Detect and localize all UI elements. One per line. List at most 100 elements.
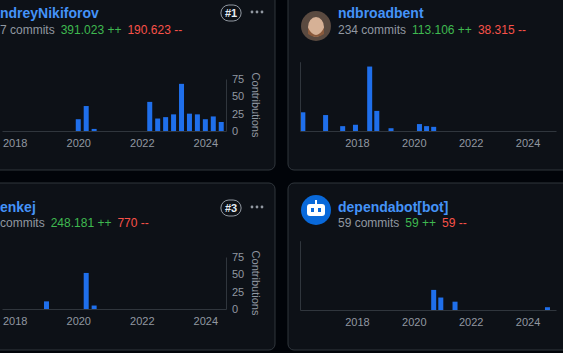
card-frame [288,183,563,350]
contributor-card: dependabot[bot]59 commits59 ++59 --20182… [288,183,563,350]
x-tick-label: 2022 [459,137,483,149]
bot-eye [318,208,321,212]
commit-count: 59 commits [338,216,399,230]
bar [545,307,550,310]
x-tick-label: 2024 [194,137,218,149]
bar [155,119,160,131]
additions: 391.023 ++ [61,23,122,37]
bar [340,126,345,131]
x-axis: 2018202020222024 [3,131,227,149]
x-tick: 2018 [345,310,369,328]
x-tick: 2018 [345,131,369,149]
y-tick: 0 [226,303,238,315]
rank-label: #1 [225,7,237,19]
y-tick-label: 25 [232,286,244,298]
bar [163,117,168,131]
card-frame [0,183,275,350]
bar [92,306,97,309]
card-frame [288,0,563,170]
bar [187,114,192,131]
x-axis-line [3,309,227,310]
avatar-bg [301,195,331,225]
x-tick-label: 2024 [194,315,218,327]
commit-count: 7 commits [0,23,55,37]
additions: 113.106 ++ [412,23,472,37]
y-axis-title: Contributions [250,73,262,138]
bar [179,84,184,131]
x-tick-label: 2024 [516,137,540,149]
bar [300,112,305,131]
bar [219,122,224,131]
commit-count: commits [0,216,45,230]
y-axis: 0255075 [226,73,244,137]
bot-eye [311,208,314,212]
menu-dot [251,11,254,14]
avatar-beard [308,28,324,37]
deletions: 770 -- [117,216,148,230]
y-tick-label: 75 [232,73,244,85]
bar [389,128,394,131]
y-tick-label: 0 [232,303,238,315]
additions: 248.181 ++ [51,216,112,230]
contributor-card: ndreyNikiforov7 commits391.023 ++190.623… [0,0,275,170]
x-tick: 2022 [459,131,483,149]
y-tick: 50 [226,268,244,280]
y-tick: 75 [226,73,244,85]
x-axis-line [301,310,557,311]
y-axis [300,241,301,310]
menu-dot [251,206,254,209]
rank-badge: #3 [221,200,241,216]
y-tick: 50 [226,90,244,102]
y-tick-label: 0 [232,125,238,137]
bar [84,273,89,309]
contributor-name[interactable]: ndbroadbent [338,5,424,21]
x-tick: 2018 [3,131,27,149]
avatar[interactable] [301,11,331,41]
page: ndreyNikiforov7 commits391.023 ++190.623… [0,0,563,353]
y-axis-line [300,62,301,131]
contributor-name[interactable]: dependabot[bot] [338,199,448,215]
contributor-name[interactable]: ndreyNikiforov [0,5,99,21]
menu-button[interactable] [251,206,264,209]
bar [195,114,200,131]
bar [417,124,422,131]
menu-button[interactable] [251,11,264,14]
bar [171,114,176,131]
y-tick-label: 50 [232,268,244,280]
bars [431,290,550,310]
additions: 59 ++ [405,216,436,230]
bar [424,126,429,131]
card-frame [0,0,275,170]
x-tick-label: 2022 [459,316,483,328]
bar [203,119,208,131]
x-tick-label: 2018 [345,137,369,149]
x-tick: 2020 [402,131,426,149]
menu-dot [261,206,264,209]
x-tick-label: 2020 [67,137,91,149]
x-tick-label: 2018 [3,315,27,327]
avatar-face [308,17,324,37]
bar [92,129,97,131]
bot-antenna [315,200,317,204]
x-axis: 2018202020222024 [301,310,557,328]
menu-dot [261,11,264,14]
commit-count: 234 commits [338,23,406,37]
avatar[interactable] [301,195,331,225]
y-axis-line [226,258,227,310]
y-axis-line [300,241,301,310]
x-tick-label: 2020 [67,315,91,327]
x-axis-line [301,131,557,132]
x-tick: 2024 [194,309,218,327]
badge-frame [221,200,241,216]
x-axis: 2018202020222024 [3,309,227,327]
bot-head [307,204,325,216]
contributor-name[interactable]: enkej [0,199,36,215]
menu-dot [256,11,259,14]
y-axis-title: Contributions [250,251,262,316]
badge-frame [221,5,241,21]
x-tick: 2022 [459,310,483,328]
bar [374,111,379,131]
x-tick-label: 2024 [516,316,540,328]
bar [84,106,89,131]
x-tick: 2024 [516,310,540,328]
